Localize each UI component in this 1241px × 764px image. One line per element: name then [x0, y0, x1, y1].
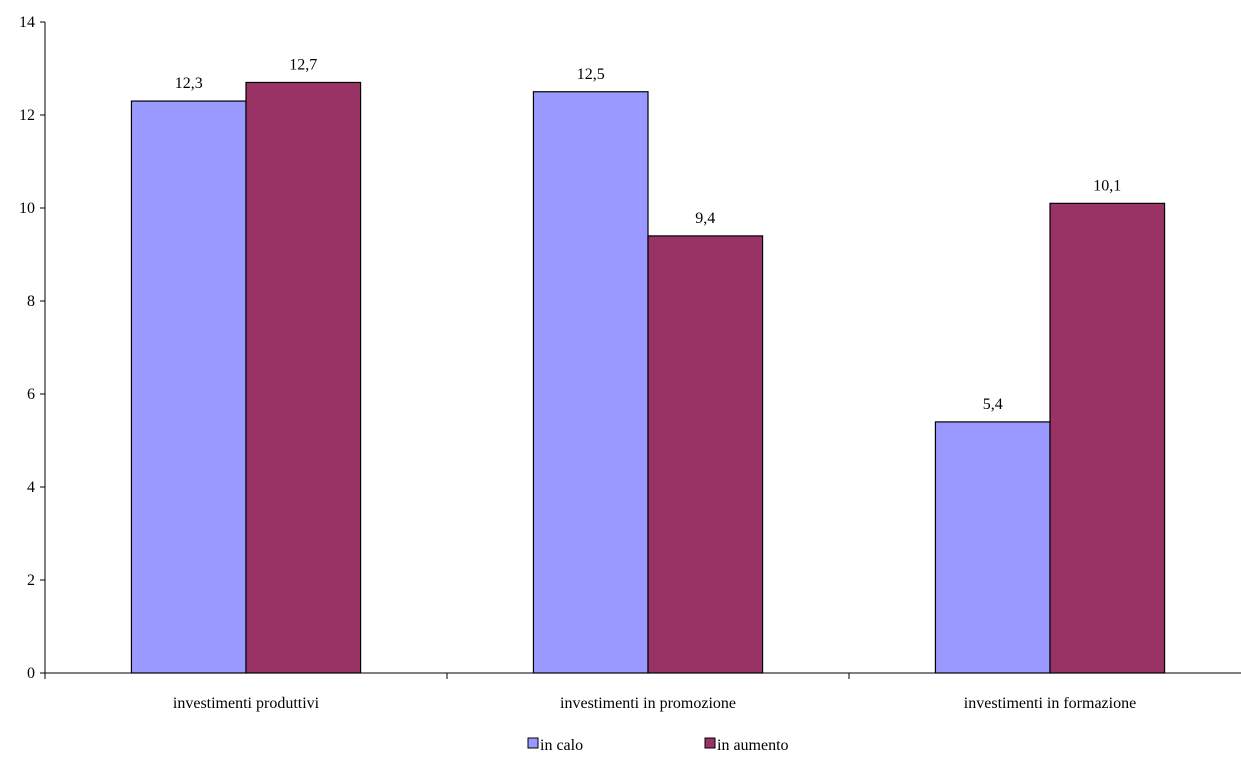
x-category-label: investimenti produttivi: [173, 695, 320, 712]
legend-label: in calo: [540, 737, 583, 754]
bar: [1049, 202, 1166, 674]
x-axis: investimenti produttivi investimenti in p…: [44, 672, 1241, 712]
bar: [532, 91, 649, 674]
legend-label: in aumento: [717, 737, 789, 754]
data-label: 12,3: [175, 75, 203, 92]
legend-swatch: [527, 737, 539, 749]
data-label: 9,4: [695, 210, 715, 227]
y-tick-label: 0: [27, 665, 35, 682]
y-tick-label: 4: [27, 479, 35, 496]
legend: in calo in aumento: [527, 737, 789, 754]
data-label: 12,7: [289, 56, 317, 73]
bar: [245, 81, 362, 674]
legend-swatch: [704, 737, 716, 749]
y-tick-label: 14: [19, 14, 35, 31]
data-label: 10,1: [1093, 177, 1121, 194]
bars: 12,3 12,7 12,5 9,4 5,4 10,1: [130, 56, 1166, 674]
y-tick-label: 2: [27, 572, 35, 589]
x-category-label: investimenti in formazione: [964, 695, 1136, 712]
bar: [130, 100, 247, 674]
bar: [934, 421, 1051, 674]
x-category-label: investimenti in promozione: [560, 695, 736, 712]
data-label: 5,4: [983, 396, 1003, 413]
bar: [647, 235, 764, 674]
y-tick-label: 10: [19, 200, 35, 217]
y-tick-label: 8: [27, 293, 35, 310]
y-tick-label: 6: [27, 386, 35, 403]
data-label: 12,5: [577, 66, 605, 83]
y-axis: 0 2 4 6 8 10 12 14: [19, 14, 46, 682]
y-tick-label: 12: [19, 107, 35, 124]
